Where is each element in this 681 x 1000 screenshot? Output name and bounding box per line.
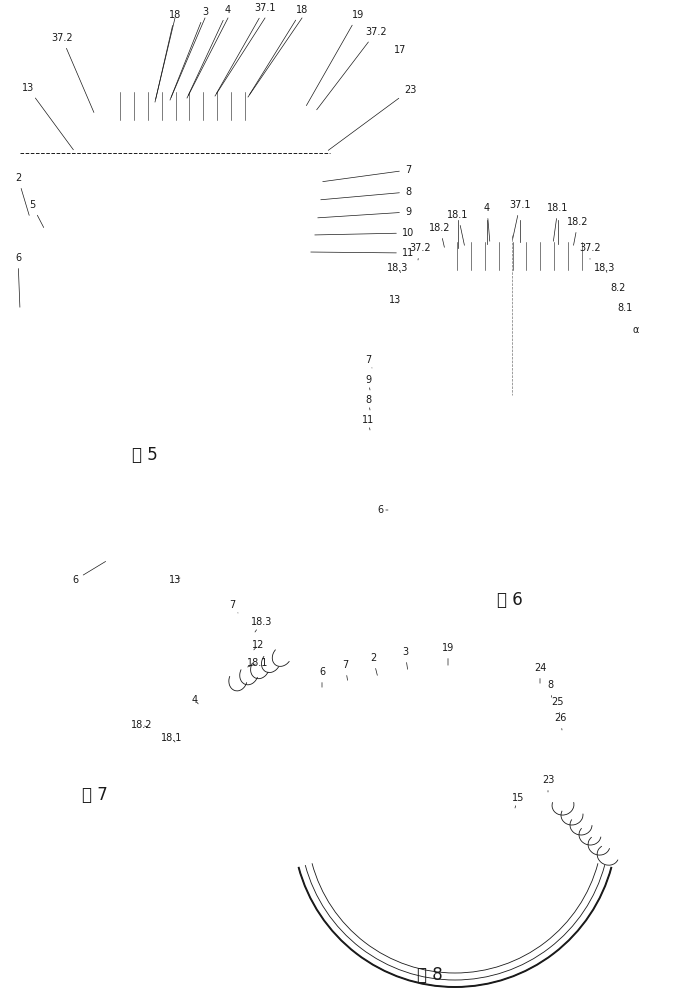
Text: 8: 8 — [321, 187, 411, 200]
Text: 2: 2 — [370, 653, 377, 675]
Text: 7: 7 — [323, 165, 411, 182]
Text: 6: 6 — [377, 505, 388, 515]
Text: 10: 10 — [315, 228, 414, 238]
Text: 19: 19 — [442, 643, 454, 665]
Text: 12: 12 — [252, 640, 264, 650]
Text: 18.1: 18.1 — [247, 658, 269, 668]
Text: 8: 8 — [365, 395, 371, 410]
Text: 6: 6 — [72, 561, 106, 585]
Text: 9: 9 — [365, 375, 371, 390]
Text: 7: 7 — [229, 600, 238, 613]
Text: 5: 5 — [29, 200, 44, 228]
Text: 18.1: 18.1 — [548, 203, 569, 241]
Text: 37.2: 37.2 — [409, 243, 431, 260]
Text: 19: 19 — [306, 10, 364, 106]
Text: 11: 11 — [311, 248, 414, 258]
Text: 18.3: 18.3 — [387, 263, 409, 273]
Text: 15: 15 — [512, 793, 524, 808]
Text: 18.2: 18.2 — [429, 223, 451, 247]
Text: 23: 23 — [328, 85, 416, 150]
Text: 24: 24 — [534, 663, 546, 683]
Text: 图 6: 图 6 — [497, 591, 523, 609]
Text: α: α — [633, 325, 639, 335]
Text: 4: 4 — [188, 5, 231, 95]
Text: 图 7: 图 7 — [82, 786, 108, 804]
Text: 8.2: 8.2 — [610, 283, 626, 293]
Text: 18.1: 18.1 — [161, 733, 183, 743]
Text: 37.1: 37.1 — [509, 200, 530, 239]
Text: 8.1: 8.1 — [618, 303, 633, 313]
Text: 6: 6 — [319, 667, 325, 687]
Text: 18.1: 18.1 — [447, 210, 469, 245]
Text: 4: 4 — [192, 695, 198, 705]
Text: 18: 18 — [249, 5, 308, 95]
Text: 4: 4 — [484, 203, 490, 241]
Text: 13: 13 — [389, 295, 401, 305]
Text: 9: 9 — [318, 207, 411, 218]
Text: 2: 2 — [15, 173, 29, 215]
Text: 37.2: 37.2 — [317, 27, 387, 110]
Text: 7: 7 — [342, 660, 348, 680]
Text: 13: 13 — [169, 575, 181, 585]
Text: 18.3: 18.3 — [595, 263, 616, 273]
Text: 6: 6 — [15, 253, 21, 307]
Text: 23: 23 — [542, 775, 554, 792]
Text: 7: 7 — [365, 355, 372, 368]
Text: 37.2: 37.2 — [51, 33, 94, 112]
Text: 18.3: 18.3 — [251, 617, 272, 632]
Text: 11: 11 — [362, 415, 374, 430]
Text: 3: 3 — [402, 647, 408, 669]
Text: 3: 3 — [171, 7, 208, 97]
Text: 18.2: 18.2 — [131, 720, 153, 730]
Text: 37.2: 37.2 — [579, 243, 601, 259]
Text: 18.2: 18.2 — [567, 217, 589, 245]
Text: 图 8: 图 8 — [417, 966, 443, 984]
Text: 18: 18 — [156, 10, 181, 99]
Text: 13: 13 — [22, 83, 74, 150]
Text: 8: 8 — [547, 680, 553, 697]
Text: 37.1: 37.1 — [217, 3, 276, 94]
Text: 25: 25 — [552, 697, 565, 713]
Text: 图 5: 图 5 — [132, 446, 158, 464]
Text: 17: 17 — [394, 45, 406, 55]
Text: 26: 26 — [554, 713, 566, 730]
